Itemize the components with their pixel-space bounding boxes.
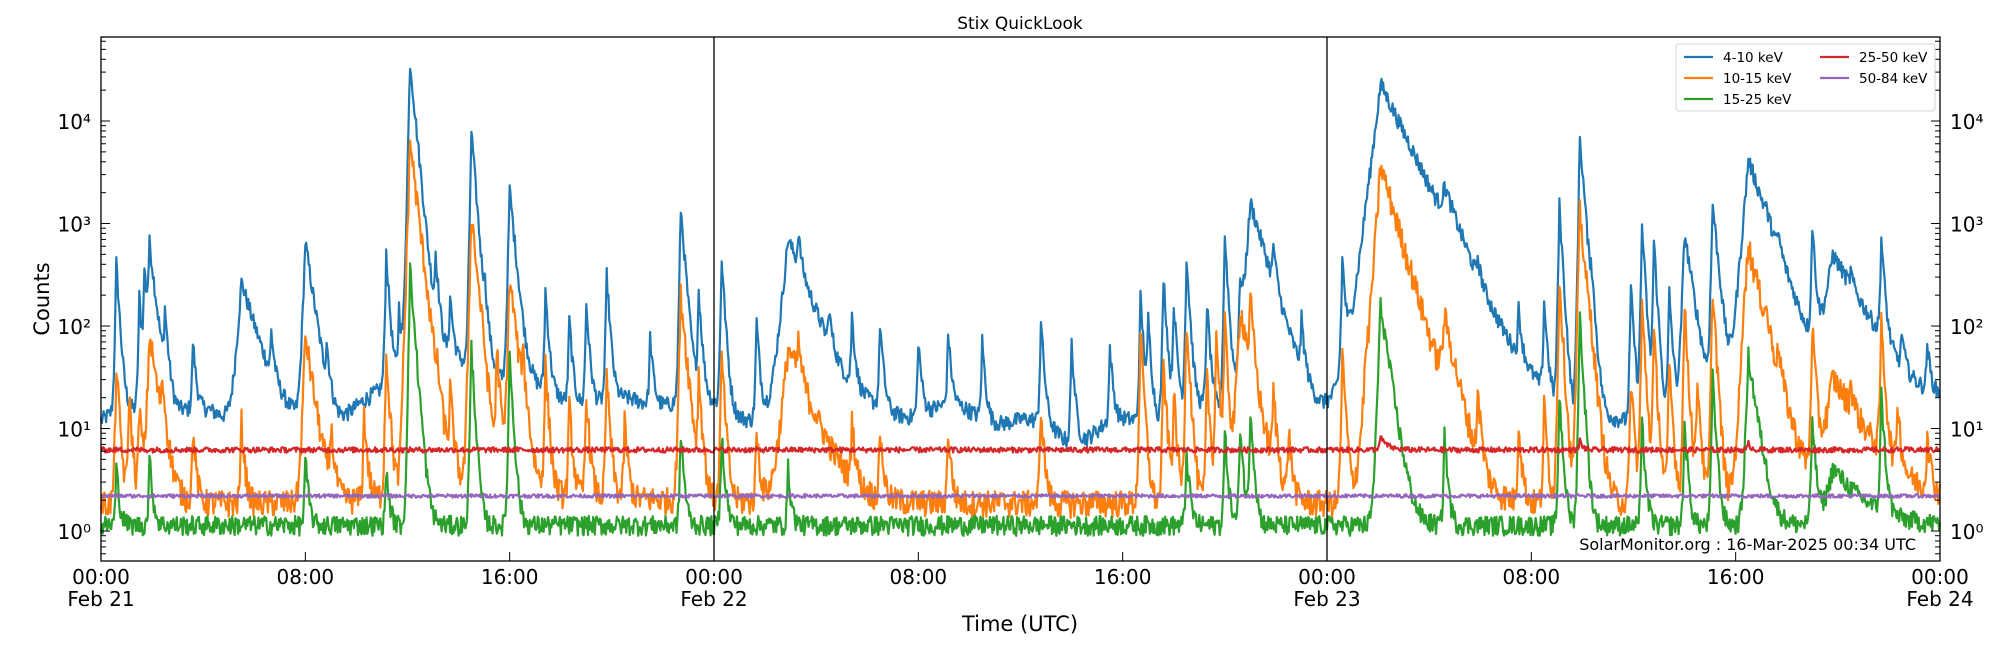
y-tick-label-right: 10⁴ bbox=[1950, 110, 1983, 134]
chart-title: Stix QuickLook bbox=[957, 14, 1083, 34]
y-tick-label-left: 10⁴ bbox=[58, 110, 91, 134]
x-tick-label: 16:00 bbox=[481, 565, 539, 589]
x-tick-label: 08:00 bbox=[890, 565, 948, 589]
y-tick-label-left: 10¹ bbox=[58, 418, 91, 442]
y-tick-label-right: 10² bbox=[1950, 315, 1983, 339]
legend-label: 25-50 keV bbox=[1859, 50, 1928, 66]
x-tick-label: 08:00 bbox=[1503, 565, 1561, 589]
y-tick-label-left: 10³ bbox=[58, 213, 91, 237]
x-tick-label: 16:00 bbox=[1094, 565, 1152, 589]
x-tick-sublabel: Feb 23 bbox=[1293, 587, 1360, 611]
y-tick-label-right: 10¹ bbox=[1950, 418, 1983, 442]
watermark-annotation: SolarMonitor.org : 16-Mar-2025 00:34 UTC bbox=[1579, 535, 1916, 554]
y-axis-label: Counts bbox=[30, 262, 54, 335]
legend-label: 15-25 keV bbox=[1723, 92, 1792, 108]
day-boundary-lines bbox=[713, 37, 1328, 561]
y-tick-label-left: 10² bbox=[58, 315, 91, 339]
y-tick-label-left: 10⁰ bbox=[58, 520, 91, 544]
legend-label: 10-15 keV bbox=[1723, 71, 1792, 87]
x-tick-label: 00:00 bbox=[685, 565, 743, 589]
x-tick-sublabel: Feb 24 bbox=[1906, 587, 1973, 611]
x-tick-label: 00:00 bbox=[72, 565, 130, 589]
series-line-4-10-kev bbox=[99, 67, 1941, 448]
x-tick-sublabel: Feb 22 bbox=[680, 587, 747, 611]
series-line-50-84-kev bbox=[100, 493, 1941, 499]
plot-frame bbox=[100, 36, 1941, 562]
x-axis-label: Time (UTC) bbox=[961, 612, 1078, 636]
x-tick-label: 00:00 bbox=[1911, 565, 1969, 589]
legend-box bbox=[1675, 43, 1936, 112]
x-tick-sublabel: Feb 21 bbox=[67, 587, 134, 611]
series-line-25-50-kev bbox=[100, 435, 1941, 454]
legend: 4-10 keV 10-15 keV 15-25 keV 25-50 keV 50-84… bbox=[1675, 43, 1936, 112]
y-tick-label-right: 10³ bbox=[1950, 213, 1983, 237]
y-tick-label-right: 10⁰ bbox=[1950, 520, 1983, 544]
x-tick-label: 00:00 bbox=[1298, 565, 1356, 589]
series-line-15-25-kev bbox=[99, 262, 1942, 537]
legend-label: 50-84 keV bbox=[1859, 71, 1928, 87]
x-tick-label: 08:00 bbox=[277, 565, 335, 589]
legend-label: 4-10 keV bbox=[1723, 50, 1784, 66]
x-tick-label: 16:00 bbox=[1707, 565, 1765, 589]
series-layer bbox=[99, 67, 1942, 537]
series-line-10-15-kev bbox=[99, 139, 1942, 520]
